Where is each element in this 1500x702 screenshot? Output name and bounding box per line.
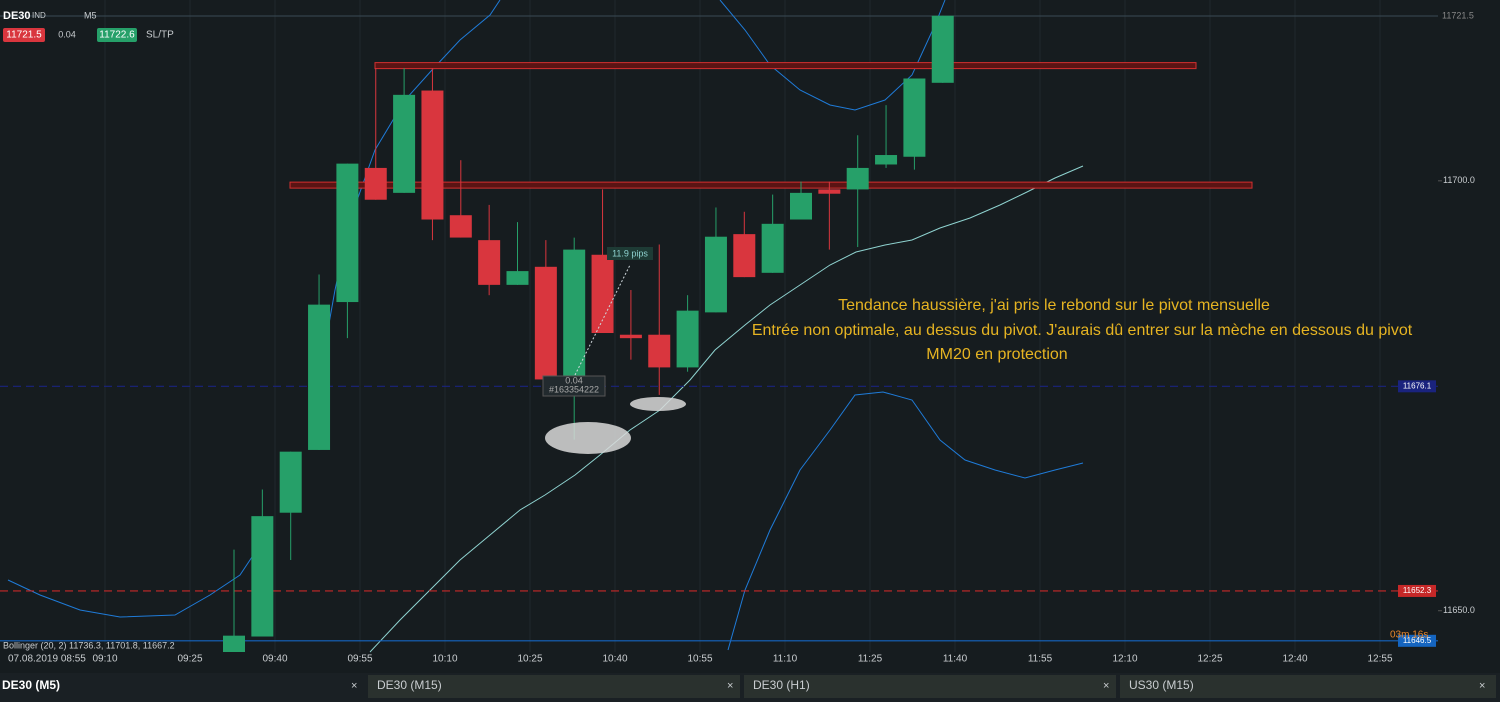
- level-box: [1398, 584, 1436, 597]
- level-label: 11676.1: [1403, 381, 1432, 390]
- candle-body: [251, 516, 274, 637]
- candle-body: [563, 249, 586, 378]
- pivot-zone: [289, 181, 1253, 189]
- x-tick-label: 10:10: [432, 654, 457, 665]
- top-price-label: 11721.5: [1442, 10, 1474, 20]
- spread: 0.04: [58, 29, 76, 39]
- candle-body: [364, 167, 387, 200]
- tab-label[interactable]: DE30 (M15): [377, 678, 442, 692]
- highlight: [630, 397, 686, 411]
- annotation: Tendance haussière, j'ai pris le rebond …: [752, 297, 1413, 363]
- candle-body: [591, 254, 614, 334]
- bid[interactable]: 11721.5: [6, 30, 42, 41]
- candle-body: [223, 635, 245, 652]
- y-tick-label: 11700.0: [1443, 175, 1475, 185]
- level-label: 11652.3: [1403, 586, 1432, 595]
- x-tick-label: 09:40: [262, 654, 287, 665]
- close-icon[interactable]: ×: [351, 680, 357, 692]
- category: IND: [32, 11, 46, 20]
- order-size: 0.04: [565, 375, 583, 385]
- candle-body: [421, 90, 444, 220]
- tab-close[interactable]: × × × ×: [351, 680, 1485, 692]
- candle-body: [449, 215, 472, 238]
- candle-body: [818, 189, 841, 194]
- ask[interactable]: 11722.6: [99, 30, 135, 41]
- candle-body: [336, 163, 359, 303]
- candle-body: [648, 334, 671, 368]
- highlight: [545, 422, 631, 454]
- grid: [104, 0, 1381, 652]
- candle-body: [761, 223, 784, 273]
- close-icon[interactable]: ×: [1103, 680, 1109, 692]
- x-tick-label: 10:40: [602, 654, 627, 665]
- timeframe[interactable]: M5: [84, 10, 97, 20]
- x-tick-label: 12:10: [1112, 654, 1137, 665]
- x-tick-label: 09:10: [92, 654, 117, 665]
- candle-body: [393, 94, 416, 193]
- x-tick-label: 07.08.2019 08:55: [8, 654, 86, 665]
- x-tick-label: 12:55: [1367, 654, 1392, 665]
- candle-body: [534, 266, 557, 380]
- candle-body: [506, 271, 529, 285]
- y-tick-label: 11650.0: [1443, 605, 1475, 615]
- order-box: [542, 375, 606, 397]
- tab-label[interactable]: DE30 (H1): [753, 678, 810, 692]
- candle-body: [279, 451, 302, 513]
- level-box: [1398, 634, 1436, 647]
- candle-body: [308, 304, 331, 450]
- bid-box[interactable]: [3, 28, 45, 42]
- annotation-line: MM20 en protection: [926, 346, 1067, 363]
- tab[interactable]: [368, 675, 740, 698]
- sltp[interactable]: SL/TP: [146, 30, 174, 41]
- candle-body: [676, 310, 699, 368]
- candle-body: [704, 236, 727, 313]
- tab[interactable]: [744, 675, 1116, 698]
- x-tick-label: 12:40: [1282, 654, 1307, 665]
- candle-body: [875, 155, 898, 165]
- plot: [0, 15, 1438, 652]
- measure-box: [607, 247, 653, 260]
- close-icon[interactable]: ×: [727, 680, 733, 692]
- pivot-zone: [374, 62, 1197, 70]
- order-id: #163354222: [549, 384, 599, 394]
- level-label: 11646.5: [1403, 636, 1432, 645]
- x-tick-label: 11:40: [943, 654, 968, 665]
- level-box: [1398, 380, 1436, 393]
- tab-label[interactable]: US30 (M15): [1129, 678, 1194, 692]
- x-tick-label: 09:25: [177, 654, 202, 665]
- candle-body: [619, 334, 642, 339]
- candle-body: [931, 15, 954, 83]
- x-tick-label: 11:25: [858, 654, 883, 665]
- annotation-line: Entrée non optimale, au dessus du pivot.…: [752, 322, 1413, 339]
- indicator-label: Bollinger (20, 2) 11736.3, 11701.8, 1166…: [3, 640, 175, 650]
- x-tick-label: 11:55: [1028, 654, 1053, 665]
- ask-box[interactable]: [97, 28, 137, 42]
- symbol[interactable]: DE30: [3, 10, 31, 22]
- close-icon[interactable]: ×: [1479, 680, 1485, 692]
- x-tick-label: 11:10: [773, 654, 798, 665]
- x-tick-label: 12:25: [1197, 654, 1222, 665]
- candle-body: [478, 240, 501, 285]
- tab[interactable]: [1120, 675, 1496, 698]
- measure-label: 11.9 pips: [612, 248, 648, 258]
- candle-body: [733, 234, 756, 278]
- candle-body: [903, 78, 926, 157]
- candle-body: [790, 192, 812, 220]
- x-tick-label: 10:55: [687, 654, 712, 665]
- countdown: 03m 16s: [1390, 630, 1428, 641]
- measure-line: [574, 264, 631, 376]
- annotation-line: Tendance haussière, j'ai pris le rebond …: [838, 297, 1270, 314]
- candle-body: [846, 167, 869, 190]
- x-tick-label: 10:25: [517, 654, 542, 665]
- tab-label[interactable]: DE30 (M5): [2, 678, 60, 692]
- x-tick-label: 09:55: [347, 654, 372, 665]
